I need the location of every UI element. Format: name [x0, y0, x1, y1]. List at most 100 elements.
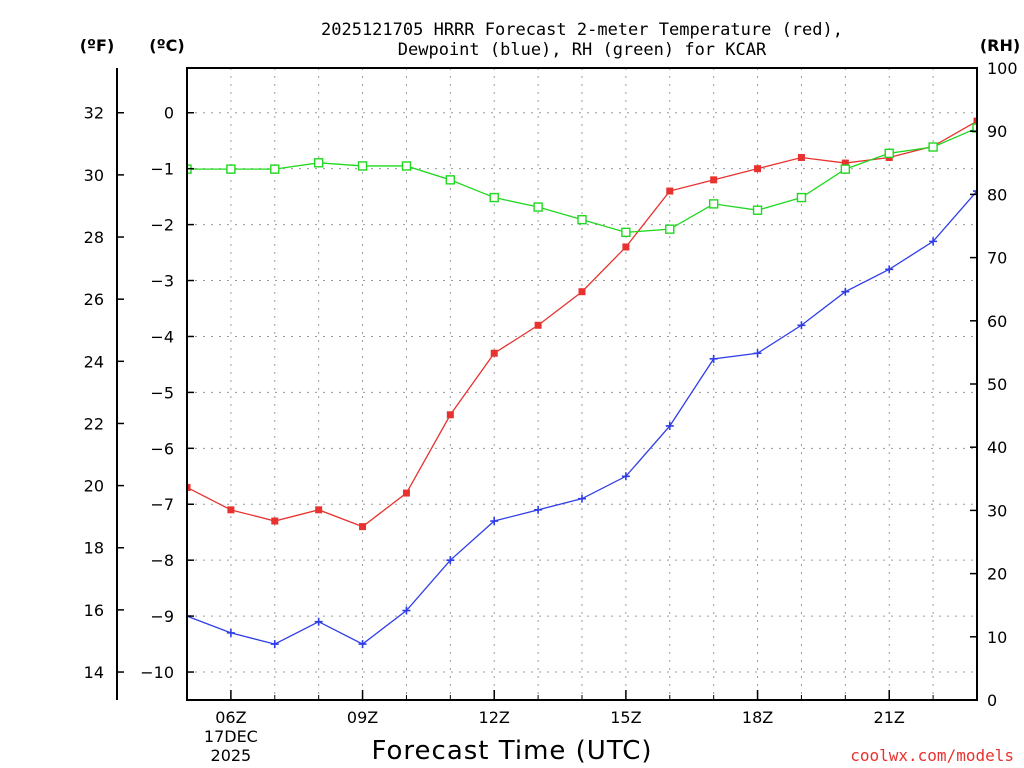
- axes: 32 30 28 26 24 22 20 18 16 14 0 −1 −2 −3 −4 −5 −6 −7 −8 −9 −…: [84, 59, 1018, 765]
- dewpoint-point: [270, 640, 279, 649]
- dewpoint-point: [665, 421, 674, 430]
- fahrenheit-tick-label: 30: [84, 166, 104, 185]
- dewpoint-point: [314, 617, 323, 626]
- temperature-point: [359, 523, 367, 531]
- dewpoint-point: [446, 556, 455, 565]
- celsius-tick-label: −8: [150, 551, 174, 570]
- celsius-tick-label: −1: [150, 160, 174, 179]
- rh-tick-label: 50: [987, 375, 1007, 394]
- chart-title-line1: 2025121705 HRRR Forecast 2-meter Tempera…: [321, 20, 843, 40]
- dewpoint-point: [709, 354, 718, 363]
- temperature-point: [578, 288, 586, 296]
- x-axis-title: Forecast Time (UTC): [371, 736, 652, 766]
- dewpoint-point: [226, 628, 235, 637]
- rh-tick-label: 70: [987, 249, 1007, 268]
- rh-tick-label: 40: [987, 438, 1007, 457]
- dewpoint-point: [402, 606, 411, 615]
- x-tick-label: 12Z: [479, 708, 510, 727]
- rh-tick-label: 90: [987, 122, 1007, 141]
- dewpoint-point: [841, 287, 850, 296]
- dewpoint-point: [490, 517, 499, 526]
- fahrenheit-tick-label: 24: [84, 352, 104, 371]
- fahrenheit-tick-label: 26: [84, 290, 104, 309]
- rh-point: [928, 142, 938, 152]
- dewpoint-series: [186, 187, 978, 649]
- dewpoint-point: [885, 265, 894, 274]
- rh-point: [401, 161, 412, 171]
- dewpoint-line: [186, 190, 978, 645]
- rh-point: [577, 214, 587, 225]
- rh-point: [796, 192, 807, 203]
- fahrenheit-tick-label: 20: [84, 477, 104, 496]
- temperature-point: [315, 506, 323, 514]
- rh-tick-label: 10: [987, 628, 1007, 647]
- x-tick-label: 18Z: [742, 708, 773, 727]
- rh-point: [665, 224, 675, 234]
- rh-point: [708, 199, 719, 209]
- x-tick-label: 21Z: [874, 708, 905, 727]
- temperature-point: [710, 176, 718, 184]
- dewpoint-point: [753, 349, 762, 358]
- dewpoint-point: [929, 237, 938, 246]
- rh-point: [489, 192, 499, 203]
- celsius-tick-label: −7: [150, 495, 174, 514]
- temperature-point: [227, 506, 235, 514]
- rh-tick-label: 0: [987, 691, 997, 710]
- rh-tick-label: 100: [987, 59, 1018, 78]
- fahrenheit-tick-label: 32: [84, 104, 104, 123]
- celsius-unit-label: (ºC): [149, 36, 184, 55]
- rh-point: [226, 164, 236, 174]
- rh-point: [533, 202, 543, 212]
- rh-unit-label: (RH): [980, 36, 1020, 55]
- temperature-point: [534, 321, 542, 329]
- rh-tick-label: 20: [987, 565, 1007, 584]
- x-tick-label: 06Z: [215, 708, 246, 727]
- temperature-point: [402, 489, 410, 497]
- rh-point: [621, 227, 631, 238]
- fahrenheit-tick-label: 14: [84, 663, 104, 682]
- rh-point: [752, 205, 763, 215]
- rh-point: [840, 164, 851, 174]
- rh-tick-label: 60: [987, 312, 1007, 331]
- temperature-point: [797, 153, 805, 161]
- chart-title-line2: Dewpoint (blue), RH (green) for KCAR: [398, 40, 767, 60]
- rh-series: [186, 123, 978, 238]
- dewpoint-point: [797, 321, 806, 330]
- rh-tick-label: 80: [987, 185, 1007, 204]
- celsius-tick-label: −5: [150, 383, 174, 402]
- temperature-point: [186, 483, 191, 491]
- rh-point: [884, 148, 894, 159]
- rh-point: [313, 158, 324, 168]
- rh-point: [357, 161, 368, 171]
- credit-text: coolwx.com/models: [850, 746, 1014, 765]
- fahrenheit-tick-label: 22: [84, 414, 104, 433]
- temperature-point: [666, 187, 674, 195]
- rh-point: [270, 164, 280, 174]
- temperature-point: [622, 243, 630, 251]
- rh-point: [445, 175, 456, 185]
- fahrenheit-tick-label: 28: [84, 228, 104, 247]
- temperature-point: [973, 117, 978, 125]
- x-tick-year-label: 2025: [211, 746, 252, 765]
- dewpoint-point: [621, 472, 630, 481]
- dewpoint-point: [358, 640, 367, 649]
- celsius-tick-label: −6: [150, 439, 174, 458]
- temperature-point: [841, 159, 849, 167]
- fahrenheit-unit-label: (ºF): [80, 36, 115, 55]
- celsius-tick-label: −3: [150, 272, 174, 291]
- celsius-tick-label: −10: [140, 663, 174, 682]
- dewpoint-point: [578, 494, 586, 503]
- celsius-tick-label: 0: [164, 104, 174, 123]
- fahrenheit-tick-label: 16: [84, 601, 104, 620]
- celsius-tick-label: −4: [150, 327, 174, 346]
- x-tick-label: 09Z: [347, 708, 378, 727]
- temperature-point: [490, 349, 498, 357]
- temperature-point: [754, 165, 762, 173]
- celsius-tick-label: −9: [150, 607, 174, 626]
- series-layer: [186, 117, 978, 649]
- temperature-point: [446, 411, 454, 419]
- rh-tick-label: 30: [987, 501, 1007, 520]
- grid: [187, 68, 977, 700]
- dewpoint-point: [534, 505, 543, 514]
